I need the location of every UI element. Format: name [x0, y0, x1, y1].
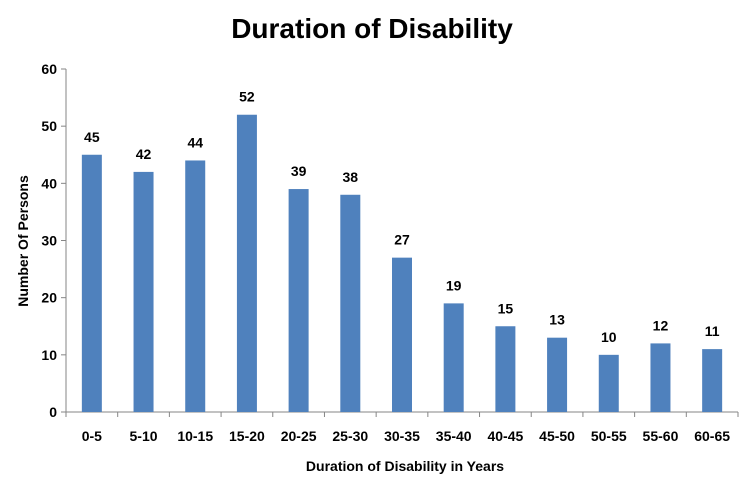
bar-value-label: 45 [84, 129, 100, 145]
bar [598, 354, 619, 412]
x-tick-label: 35-40 [436, 428, 472, 444]
bar [392, 257, 412, 412]
x-tick-label: 20-25 [281, 428, 317, 444]
bar [81, 154, 102, 412]
x-tick-label: 40-45 [487, 428, 523, 444]
bar-value-label: 11 [705, 323, 720, 339]
bar [340, 194, 361, 412]
x-tick-label: 45-50 [539, 428, 575, 444]
data-labels: 45 42 44 52 39 38 27 19 15 13 10 12 11 [84, 89, 720, 345]
x-tick-label: 60-65 [694, 428, 730, 444]
y-tick-label: 0 [49, 404, 57, 420]
x-tick-label: 5-10 [130, 428, 158, 444]
bar [702, 349, 723, 412]
x-tick-label: 50-55 [591, 428, 627, 444]
bar-value-label: 39 [291, 163, 307, 179]
bar-value-label: 52 [239, 89, 255, 105]
bar-value-label: 13 [549, 312, 565, 328]
bar [547, 337, 568, 412]
x-tick-label: 10-15 [177, 428, 213, 444]
bar-value-label: 27 [394, 232, 410, 248]
y-tick-label: 60 [41, 61, 57, 77]
x-tick-label: 30-35 [384, 428, 420, 444]
bars [81, 114, 723, 412]
bar-value-label: 19 [446, 277, 462, 293]
bar [185, 160, 206, 412]
x-tick-label: 25-30 [332, 428, 368, 444]
y-ticks: 0 10 20 30 40 50 60 [41, 61, 66, 420]
y-tick-label: 30 [41, 233, 57, 249]
y-tick-label: 50 [41, 118, 57, 134]
bar [133, 171, 154, 412]
y-tick-label: 10 [41, 347, 57, 363]
bar [495, 326, 516, 412]
bar-value-label: 44 [187, 134, 203, 150]
bar-value-label: 10 [601, 329, 617, 345]
x-tick-label: 0-5 [82, 428, 102, 444]
bar [443, 303, 464, 412]
bar [650, 343, 671, 412]
bar-value-label: 38 [343, 169, 359, 185]
y-tick-label: 20 [41, 290, 57, 306]
bar [236, 114, 257, 412]
x-axis-label: Duration of Disability in Years [306, 458, 504, 474]
bar-value-label: 42 [136, 146, 152, 162]
bar [288, 189, 309, 412]
x-tick-label: 55-60 [643, 428, 679, 444]
y-tick-label: 40 [41, 175, 57, 191]
x-tick-label: 15-20 [229, 428, 265, 444]
y-axis-label: Number Of Persons [15, 175, 31, 307]
chart-title: Duration of Disability [231, 13, 513, 44]
bar-value-label: 15 [498, 300, 514, 316]
x-ticks: 0-5 5-10 10-15 15-20 20-25 25-30 30-35 35-40 40-… [65, 412, 739, 444]
bar-value-label: 12 [653, 317, 669, 333]
